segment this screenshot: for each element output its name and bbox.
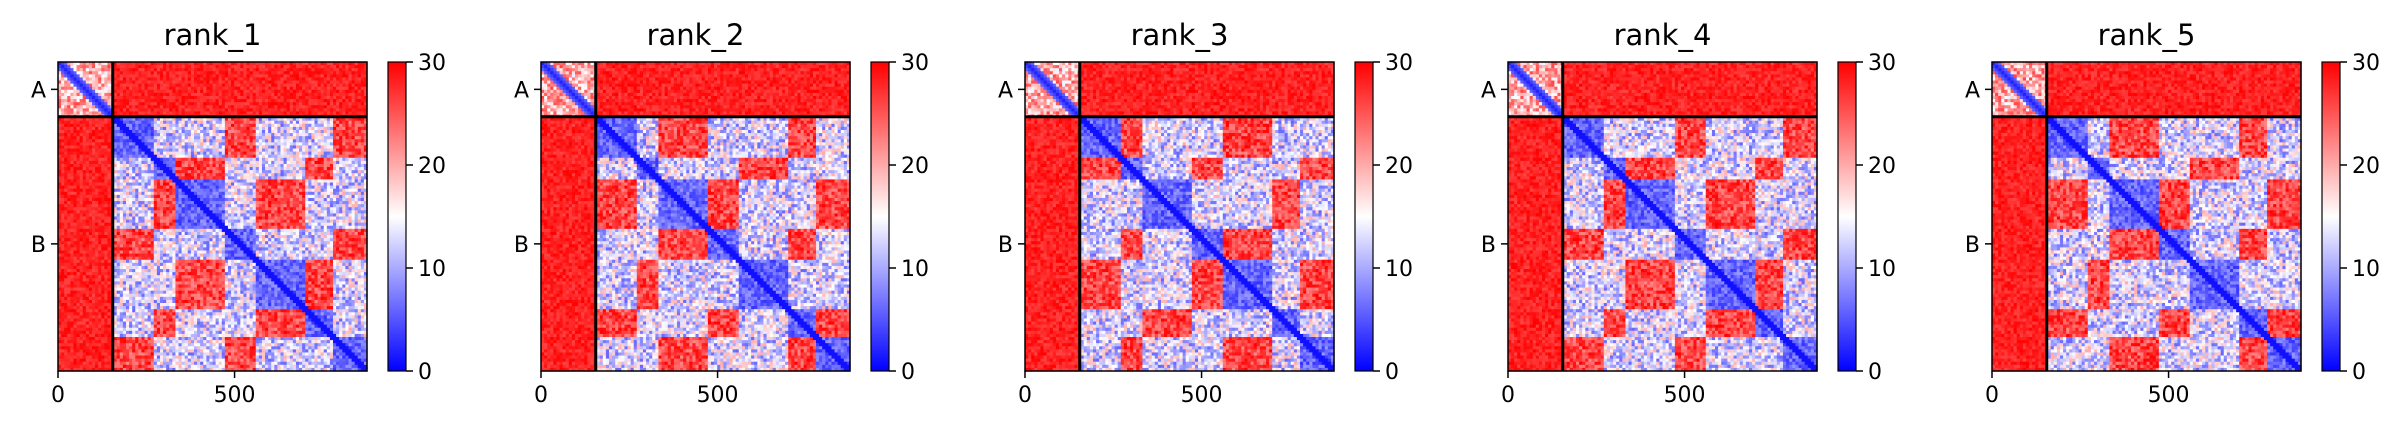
heatmap-cells <box>58 62 368 372</box>
panel-title: rank_1 <box>164 18 262 52</box>
